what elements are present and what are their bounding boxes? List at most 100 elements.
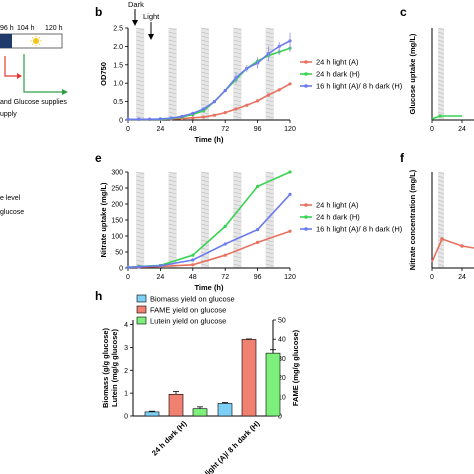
dark-period-band-hatch	[265, 67, 274, 71]
dark-period-band-hatch	[233, 63, 242, 67]
y-axis-label: OD750	[99, 62, 108, 86]
dark-period-band-hatch	[168, 243, 177, 247]
dark-period-band-hatch	[437, 175, 445, 179]
dark-period-band-hatch	[168, 199, 177, 203]
dark-period-band-hatch	[437, 95, 445, 99]
data-point	[191, 116, 195, 120]
dark-period-band-hatch	[136, 255, 145, 259]
dark-period-band-hatch	[168, 207, 177, 211]
dark-period-band-hatch	[233, 183, 242, 187]
right-y-tick-label: 10	[278, 394, 286, 401]
y-tick-label: 200	[111, 202, 123, 209]
dark-period-band-hatch	[168, 99, 177, 103]
data-point	[266, 93, 270, 97]
timeline-label-104h: 104 h	[17, 25, 35, 32]
data-point	[169, 116, 173, 120]
dark-period-band-hatch	[233, 243, 242, 247]
dark-period-band-hatch	[437, 219, 445, 223]
data-point	[223, 253, 227, 257]
dark-period-band-hatch	[136, 207, 145, 211]
x-axis-label: Time (h)	[194, 135, 224, 144]
green-arrow-head	[62, 89, 68, 95]
dark-period-band-hatch	[136, 99, 145, 103]
dark-period-band-hatch	[200, 87, 210, 91]
dark-period-band-hatch	[200, 83, 210, 87]
dark-period-band	[168, 28, 177, 120]
left-y-axis-label-1: Biomass (g/g glucose)	[101, 327, 110, 408]
y-tick-label: 0	[119, 118, 123, 125]
fragment-text-4: glucose	[0, 209, 24, 216]
right-y-tick-label: 30	[278, 356, 286, 363]
x-axis-label: Time (h)	[194, 283, 224, 292]
dark-period-band-hatch	[233, 67, 242, 71]
x-tick-label: 120	[284, 126, 296, 133]
dark-period-band-hatch	[437, 223, 445, 227]
dark-period-band-hatch	[136, 107, 145, 111]
legend-marker	[304, 60, 308, 64]
left-y-tick-label: 4	[124, 322, 128, 329]
panel-label-e: e	[95, 151, 102, 165]
dark-period-band-hatch	[200, 235, 210, 239]
dark-period-band-hatch	[168, 223, 177, 227]
dark-period-band-hatch	[233, 207, 242, 211]
dark-period-band	[136, 28, 145, 120]
dark-period-band-hatch	[233, 87, 242, 91]
y-tick-label: 150	[111, 218, 123, 225]
dark-period-band-hatch	[168, 27, 177, 31]
dark-period-band-hatch	[200, 39, 210, 43]
data-point	[460, 244, 464, 248]
x-tick-label: 96	[254, 274, 262, 281]
dark-period-band-hatch	[168, 107, 177, 111]
y-tick-label: 1.0	[113, 81, 123, 88]
dark-period-band-hatch	[200, 31, 210, 35]
dark-period-band-hatch	[265, 71, 274, 75]
dark-period-band-hatch	[136, 215, 145, 219]
legend-label: Biomass yield on glucose	[150, 295, 235, 304]
y-tick-label: 1.5	[113, 62, 123, 69]
dark-period-band-hatch	[437, 27, 445, 31]
y-axis-label: Nitrate concentration (mg/L)	[408, 169, 417, 270]
x-tick-label: 72	[221, 274, 229, 281]
panel-e-chart: 0 24 48 72 96 120 0 50 100 150 200 250 300 Time (h) Ni…	[99, 170, 403, 293]
y-tick-label: 50	[115, 250, 123, 257]
dark-period-band-hatch	[233, 83, 242, 87]
dark-period-band-hatch	[200, 187, 210, 191]
dark-period-band-hatch	[437, 99, 445, 103]
dark-period-band-hatch	[233, 203, 242, 207]
dark-period-band-hatch	[136, 175, 145, 179]
dark-period-band-hatch	[200, 183, 210, 187]
data-point	[212, 100, 216, 104]
dark-period-band-hatch	[233, 103, 242, 107]
dark-period-band-hatch	[200, 91, 210, 95]
data-point	[223, 111, 227, 115]
y-tick-label: 250	[111, 186, 123, 193]
dark-period-band	[136, 172, 145, 268]
dark-period-band-hatch	[437, 91, 445, 95]
dark-period-band-hatch	[136, 111, 145, 115]
dark-period-band-hatch	[437, 75, 445, 79]
dark-period-band-hatch	[168, 87, 177, 91]
dark-period-band-hatch	[136, 219, 145, 223]
dark-period-band-hatch	[233, 179, 242, 183]
dark-period-band-hatch	[233, 95, 242, 99]
dark-period-band-hatch	[168, 47, 177, 51]
bar	[265, 352, 281, 417]
dark-period-band-hatch	[265, 39, 274, 43]
dark-period-band-hatch	[168, 239, 177, 243]
dark-period-band-hatch	[200, 251, 210, 255]
data-point	[438, 114, 442, 118]
legend-marker	[304, 84, 308, 88]
dark-period-band-hatch	[200, 195, 210, 199]
dark-period-band-hatch	[168, 171, 177, 175]
data-point	[256, 99, 260, 103]
dark-period-band-hatch	[168, 211, 177, 215]
dark-period-band-hatch	[200, 111, 210, 115]
dark-period-band-hatch	[168, 95, 177, 99]
legend-label: 24 h dark (H)	[316, 70, 360, 79]
dark-period-band-hatch	[136, 79, 145, 83]
dark-period-band-hatch	[265, 243, 274, 247]
x-tick-label: 24	[157, 126, 165, 133]
dark-period-band-hatch	[265, 199, 274, 203]
